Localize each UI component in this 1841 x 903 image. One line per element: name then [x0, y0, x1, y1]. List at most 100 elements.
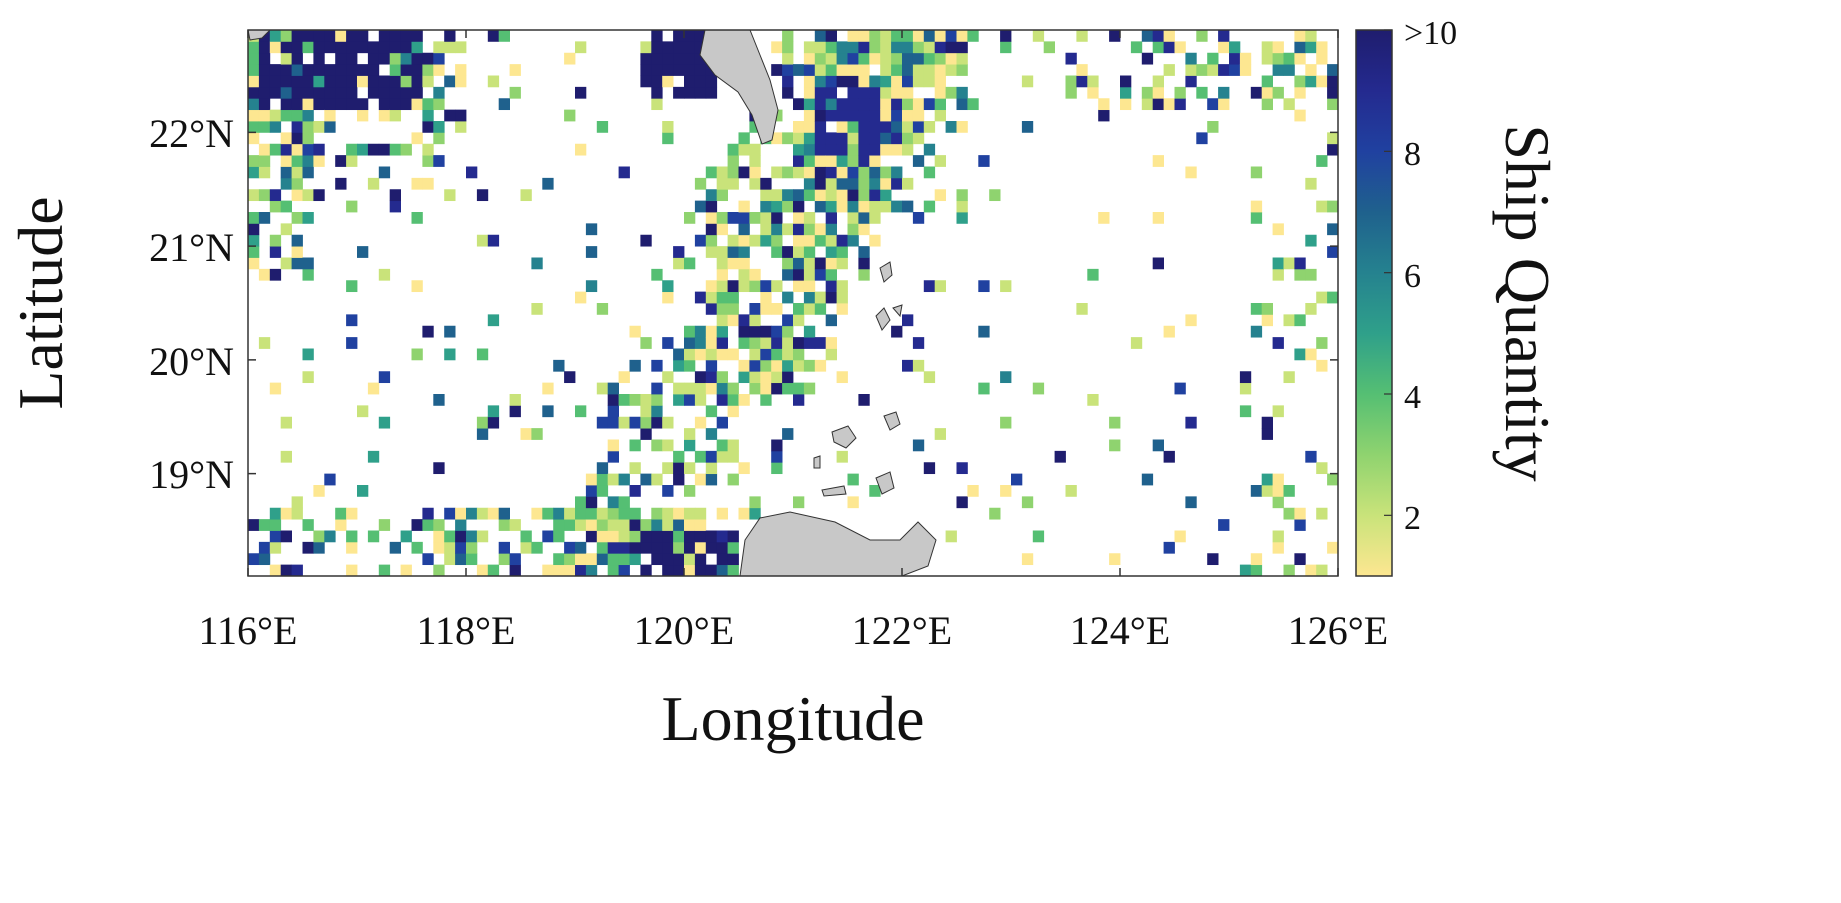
heatmap-cell: [553, 359, 565, 372]
heatmap-cell: [378, 564, 391, 576]
heatmap-cell: [858, 223, 870, 236]
heatmap-cell: [640, 52, 652, 65]
heatmap-cell: [782, 291, 794, 304]
heatmap-cell: [455, 541, 467, 554]
heatmap-cell: [280, 564, 292, 576]
heatmap-cell: [324, 86, 336, 99]
heatmap-cell: [803, 86, 816, 99]
y-axis-title: Latitude: [5, 196, 76, 409]
heatmap-cell: [542, 507, 554, 520]
heatmap-cell: [1174, 41, 1186, 54]
heatmap-cell: [248, 519, 260, 531]
heatmap-cell: [694, 337, 707, 349]
heatmap-cell: [738, 223, 750, 236]
heatmap-cell: [912, 64, 925, 76]
heatmap-cell: [1327, 541, 1338, 554]
heatmap-cell: [258, 75, 271, 88]
heatmap-cell: [367, 86, 380, 99]
heatmap-cell: [673, 519, 685, 531]
heatmap-cell: [1109, 416, 1121, 429]
heatmap-cell: [1229, 41, 1241, 54]
heatmap-cell: [1272, 337, 1284, 349]
heatmap-cell: [1130, 337, 1143, 349]
colorbar-ticks: [1384, 29, 1392, 516]
heatmap-cell: [1011, 473, 1023, 486]
heatmap-cell: [280, 98, 292, 111]
heatmap-cell: [727, 212, 739, 224]
heatmap-cell: [771, 382, 783, 395]
heatmap-cell: [705, 75, 718, 88]
heatmap-cell: [433, 41, 445, 54]
heatmap-cell: [771, 223, 783, 236]
heatmap-cell: [869, 41, 881, 54]
heatmap-cell: [248, 257, 260, 270]
heatmap-cell: [1032, 530, 1045, 543]
heatmap-cell: [1152, 212, 1164, 224]
heatmap-cell: [1294, 257, 1306, 270]
heatmap-cell: [673, 473, 685, 486]
heatmap-cell: [1185, 314, 1197, 327]
heatmap-cell: [313, 485, 325, 497]
heatmap-cell: [269, 541, 282, 554]
heatmap-cell: [335, 86, 347, 99]
heatmap-cell: [694, 450, 707, 463]
heatmap-cell: [803, 155, 816, 167]
land-batan-island: [879, 261, 893, 283]
heatmap-cell: [923, 52, 936, 65]
heatmap-cell: [684, 30, 696, 42]
heatmap-cell: [836, 257, 848, 270]
heatmap-cell: [847, 109, 859, 122]
heatmap-cell: [1087, 394, 1099, 406]
heatmap-cell: [280, 52, 292, 65]
heatmap-cell: [389, 86, 401, 99]
heatmap-cell: [1327, 473, 1338, 486]
heatmap-cell: [771, 462, 783, 475]
heatmap-cell: [422, 519, 434, 531]
heatmap-cell: [1305, 75, 1317, 88]
heatmap-cell: [858, 166, 870, 179]
heatmap-cell: [346, 30, 358, 42]
heatmap-cell: [1283, 257, 1295, 270]
heatmap-cell: [585, 223, 598, 236]
heatmap-cell: [836, 200, 848, 213]
heatmap-cell: [596, 507, 609, 520]
heatmap-cell: [749, 314, 761, 327]
heatmap-cell: [793, 121, 805, 133]
heatmap-cell: [357, 405, 369, 418]
heatmap-cell: [989, 507, 1001, 520]
heatmap-cell: [662, 439, 674, 452]
heatmap-cell: [1316, 52, 1328, 65]
heatmap-cell: [651, 530, 663, 543]
heatmap-cell: [335, 75, 347, 88]
land-sabtang-island: [875, 307, 891, 331]
heatmap-cell: [291, 143, 303, 156]
heatmap-cell: [498, 507, 510, 520]
heatmap-cell: [291, 177, 303, 190]
heatmap-cell: [727, 564, 739, 576]
heatmap-cell: [248, 223, 260, 236]
heatmap-cell: [378, 41, 391, 54]
heatmap-cell: [945, 30, 957, 42]
heatmap-cell: [825, 268, 837, 281]
heatmap-cell: [640, 337, 652, 349]
heatmap-cell: [378, 52, 391, 65]
heatmap-cell: [1152, 98, 1164, 111]
heatmap-cell: [629, 394, 641, 406]
heatmap-cell: [444, 41, 456, 54]
heatmap-cell: [411, 98, 423, 111]
heatmap-cell: [989, 189, 1001, 202]
heatmap-cell: [858, 86, 870, 99]
heatmap-cell: [705, 405, 718, 418]
heatmap-cell: [629, 541, 641, 554]
heatmap-cell: [1283, 564, 1295, 576]
heatmap-cell: [760, 200, 772, 213]
heatmap-cell: [346, 530, 358, 543]
heatmap-cell: [400, 143, 412, 156]
heatmap-cell: [248, 234, 260, 247]
heatmap-cell: [705, 462, 718, 475]
heatmap-cell: [782, 359, 794, 372]
heatmap-cell: [607, 473, 619, 486]
heatmap-cell: [923, 30, 936, 42]
heatmap-cell: [782, 41, 794, 54]
heatmap-cell: [803, 189, 816, 202]
